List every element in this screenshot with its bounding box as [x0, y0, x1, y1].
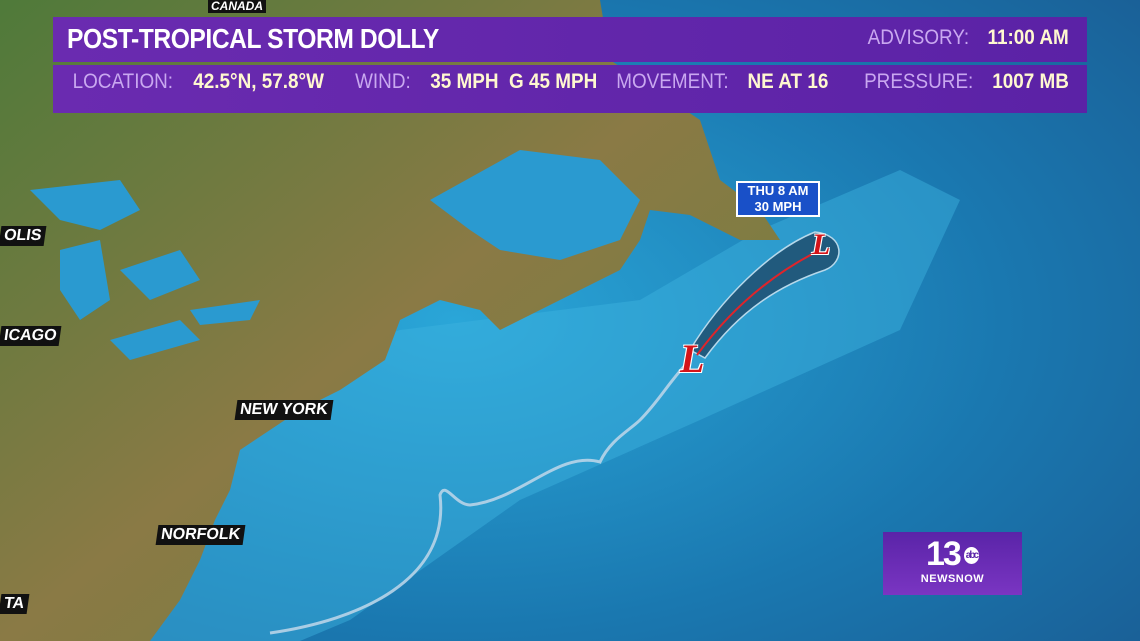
abc-logo: abc	[963, 547, 979, 565]
movement-value: NE AT 16	[747, 70, 828, 93]
label-canada: CANADA	[208, 0, 266, 13]
storm-header-banner: POST-TROPICAL STORM DOLLY ADVISORY: 11:0…	[53, 17, 1087, 62]
great-lakes	[30, 180, 260, 360]
logo-brand: NEWSNOW	[920, 573, 985, 586]
storm-past-track	[269, 358, 692, 635]
logo-number: 13	[925, 535, 962, 573]
advisory-label: ADVISORY:	[867, 26, 970, 49]
gulf-st-lawrence	[430, 150, 640, 260]
label-new-york: NEW YORK	[234, 400, 334, 420]
location-value: 42.5°N, 57.8°W	[192, 70, 324, 93]
forecast-wind: 30 MPH	[754, 199, 802, 214]
label-ta: TA	[0, 594, 30, 614]
storm-title: POST-TROPICAL STORM DOLLY	[67, 23, 439, 54]
forecast-cone	[688, 231, 840, 359]
forecast-track-line	[696, 249, 821, 356]
station-logo: 13 abc NEWSNOW	[883, 532, 1022, 595]
movement-label: MOVEMENT:	[615, 70, 729, 93]
current-low-icon: L	[680, 336, 705, 381]
forecast-low-icon: L	[812, 228, 831, 261]
forecast-time: THU 8 AM	[747, 183, 809, 198]
forecast-point-label: THU 8 AM 30 MPH	[736, 181, 820, 217]
pressure-value: 1007 MB	[992, 70, 1069, 93]
advisory: ADVISORY: 11:00 AM	[862, 26, 1073, 50]
pressure-label: PRESSURE:	[864, 70, 974, 93]
label-chicago: ICAGO	[0, 326, 62, 346]
label-olis: OLIS	[0, 226, 47, 246]
label-norfolk: NORFOLK	[155, 525, 246, 545]
shelf	[0, 170, 960, 641]
wind-value: 35 MPH G 45 MPH	[429, 70, 597, 93]
location-label: LOCATION:	[72, 70, 174, 93]
storm-details-banner: LOCATION: 42.5°N, 57.8°W WIND: 35 MPH G …	[53, 65, 1087, 113]
advisory-value: 11:00 AM	[987, 26, 1069, 49]
wind-label: WIND:	[354, 70, 411, 93]
